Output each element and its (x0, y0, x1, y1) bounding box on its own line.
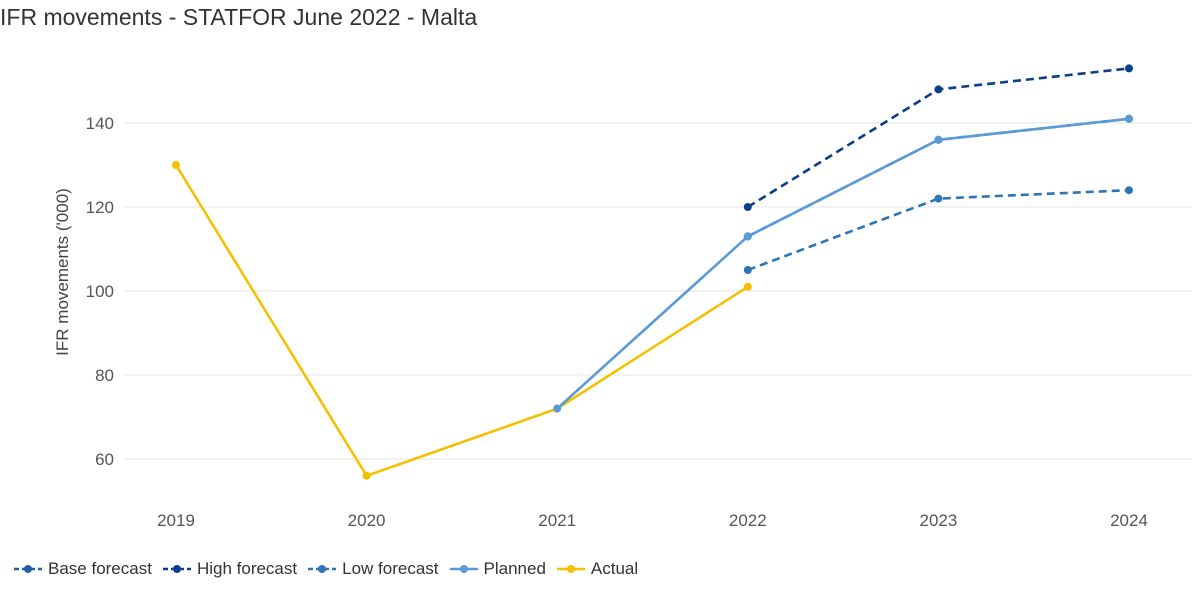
legend-swatch-icon (14, 565, 42, 573)
legend-label: Low forecast (342, 559, 439, 578)
series-low-forecast (743, 186, 1133, 274)
y-axis-ticks: 60 80 100 120 140 (86, 114, 114, 469)
y-tick-label: 140 (86, 114, 114, 133)
y-tick-label: 80 (95, 366, 114, 385)
data-point-planned[interactable] (1125, 114, 1133, 123)
data-point-low-forecast[interactable] (743, 266, 752, 274)
legend-label: Base forecast (48, 559, 152, 578)
legend-item-high-forecast[interactable]: High forecast (162, 559, 298, 579)
data-point-planned[interactable] (934, 135, 943, 144)
legend-label: High forecast (196, 559, 298, 578)
legend-item-actual[interactable]: Actual (556, 559, 639, 579)
x-tick-label: 2021 (538, 511, 576, 530)
y-tick-label: 100 (86, 282, 114, 301)
x-tick-label: 2019 (157, 511, 195, 530)
data-point-high-forecast[interactable] (934, 85, 943, 94)
data-point-actual[interactable] (743, 282, 752, 291)
series-line-low-forecast (747, 188, 1130, 272)
x-tick-label: 2023 (919, 511, 957, 530)
y-tick-label: 60 (95, 450, 114, 469)
x-axis-ticks: 2019 2020 2021 2022 2023 2024 (157, 511, 1148, 530)
legend-item-low-forecast[interactable]: Low forecast (308, 559, 439, 579)
series-line-actual (174, 164, 749, 478)
y-tick-label: 120 (86, 198, 114, 217)
grid-lines (125, 122, 1192, 460)
legend-swatch-icon (308, 565, 337, 573)
series-high-forecast (743, 64, 1133, 211)
legend-swatch-icon (449, 565, 478, 573)
series-line-planned (556, 117, 1130, 410)
y-axis-label: IFR movements ('000) (53, 188, 72, 356)
data-point-actual[interactable] (362, 471, 371, 480)
data-point-actual[interactable] (172, 161, 180, 169)
legend-label: Actual (590, 559, 639, 578)
legend: Base forecast High forecast Low forecast Pl… (14, 559, 649, 579)
legend-item-planned[interactable]: Planned (449, 559, 546, 579)
legend-label: Planned (483, 559, 546, 578)
series-actual (172, 161, 752, 480)
x-tick-label: 2024 (1110, 511, 1148, 530)
legend-item-base-forecast[interactable]: Base forecast (14, 559, 152, 579)
series-base-forecast (743, 114, 1133, 241)
x-tick-label: 2020 (348, 511, 386, 530)
data-point-low-forecast[interactable] (1125, 186, 1133, 195)
data-point-planned[interactable] (743, 232, 752, 241)
legend-swatch-icon (556, 565, 585, 573)
data-point-high-forecast[interactable] (1125, 64, 1133, 73)
series-group (172, 64, 1133, 480)
series-planned (553, 114, 1133, 413)
chart-title: IFR movements - STATFOR June 2022 - Malt… (0, 4, 478, 30)
data-point-low-forecast[interactable] (934, 194, 943, 203)
x-tick-label: 2022 (729, 511, 767, 530)
legend-swatch-icon (162, 565, 191, 573)
data-point-planned[interactable] (553, 404, 562, 413)
data-point-high-forecast[interactable] (743, 203, 752, 211)
